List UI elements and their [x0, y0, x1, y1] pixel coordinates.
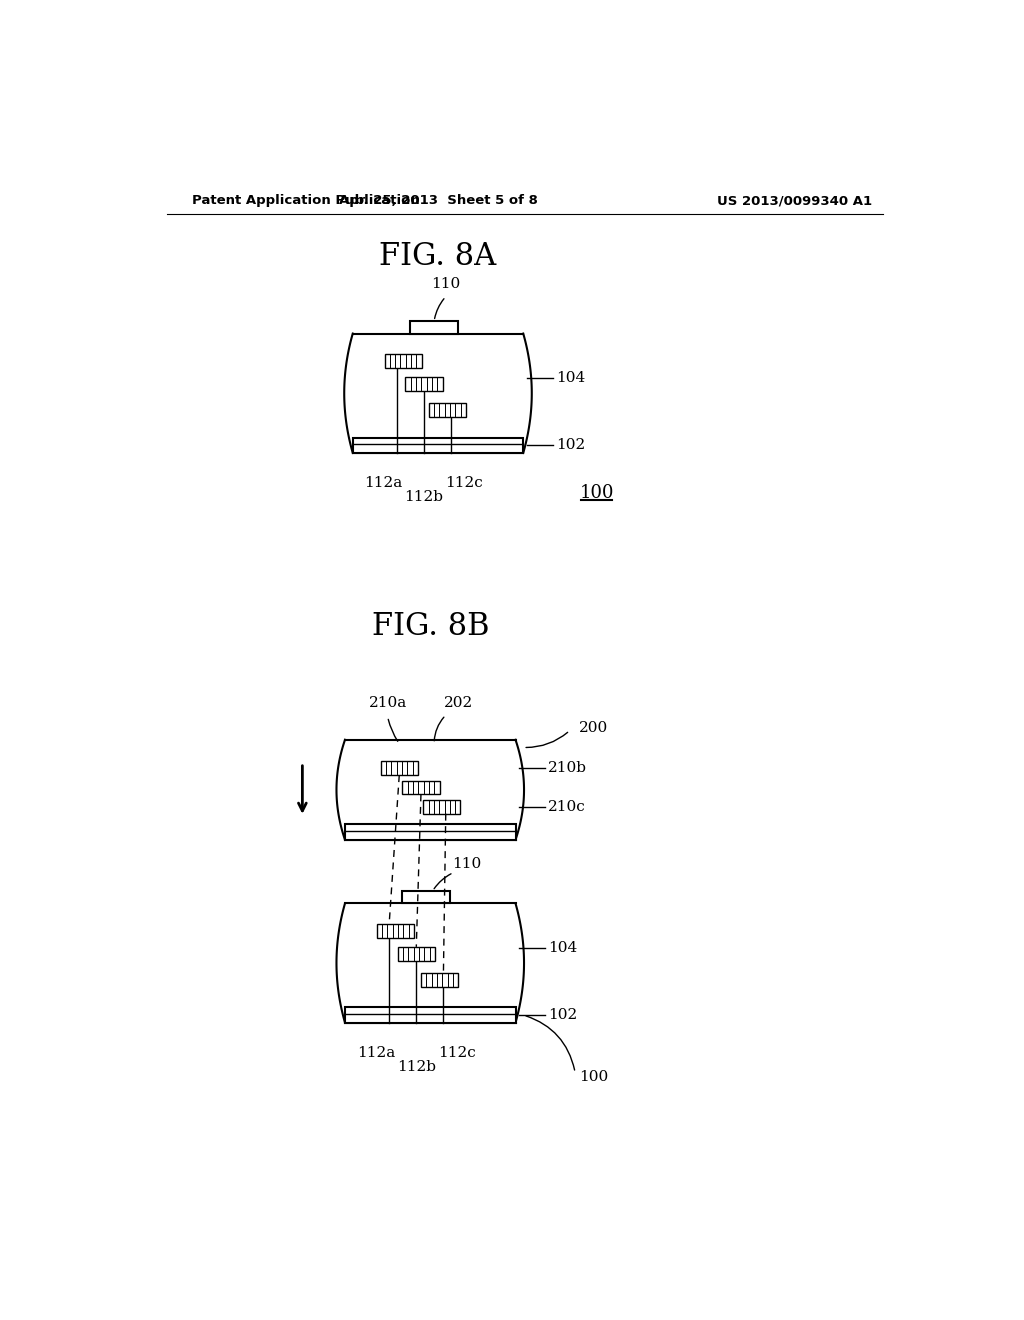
Bar [385, 354, 422, 368]
Bar [406, 378, 442, 391]
Text: 110: 110 [431, 277, 461, 292]
Bar [397, 946, 435, 961]
Bar [352, 437, 523, 453]
Text: 202: 202 [444, 697, 473, 710]
Text: FIG. 8B: FIG. 8B [372, 611, 489, 642]
Text: 112c: 112c [445, 477, 483, 490]
Text: 112a: 112a [357, 1045, 395, 1060]
Bar [345, 825, 515, 840]
Bar [410, 321, 458, 334]
Bar [402, 780, 439, 795]
Text: 112b: 112b [404, 490, 443, 504]
Text: US 2013/0099340 A1: US 2013/0099340 A1 [717, 194, 872, 207]
Bar [402, 891, 451, 903]
Text: 112b: 112b [397, 1060, 436, 1073]
Bar [381, 762, 418, 775]
Text: Patent Application Publication: Patent Application Publication [191, 194, 419, 207]
Text: 200: 200 [579, 721, 608, 735]
Bar [423, 800, 461, 813]
Text: 210c: 210c [548, 800, 586, 813]
Text: 110: 110 [452, 857, 481, 871]
Text: 210b: 210b [548, 762, 587, 775]
Text: 102: 102 [548, 1008, 578, 1022]
Text: 104: 104 [556, 371, 585, 385]
Polygon shape [344, 334, 531, 453]
Text: Apr. 25, 2013  Sheet 5 of 8: Apr. 25, 2013 Sheet 5 of 8 [339, 194, 538, 207]
Bar [421, 973, 458, 987]
Bar [345, 1007, 515, 1023]
Text: FIG. 8A: FIG. 8A [379, 242, 497, 272]
Text: 112c: 112c [437, 1045, 475, 1060]
Text: 210a: 210a [369, 697, 407, 710]
Text: 100: 100 [580, 484, 614, 502]
Text: 102: 102 [556, 438, 585, 453]
Polygon shape [337, 739, 524, 840]
Polygon shape [337, 903, 524, 1023]
Bar [429, 404, 466, 417]
Text: 112a: 112a [365, 477, 402, 490]
Bar [377, 924, 414, 937]
Text: 104: 104 [548, 941, 578, 954]
Text: 100: 100 [579, 1069, 608, 1084]
